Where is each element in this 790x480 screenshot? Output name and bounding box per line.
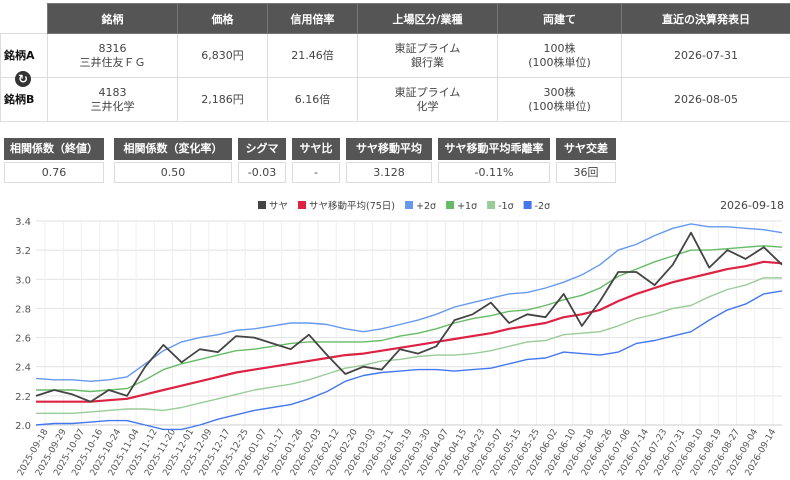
stat-label: サヤ比 [292,138,340,160]
stock-code: 4183 [98,85,127,99]
earnings-date-cell: 2026-07-31 [621,33,790,78]
series-line [36,260,783,403]
stat-value: 3.128 [346,162,432,183]
stock-cell[interactable]: 8316 三井住友ＦＧ [47,33,178,78]
chart-legend: サヤ サヤ移動平均(75日) +2σ +1σ -1σ -2σ [258,200,550,212]
stat-spread-ma-deviation: サヤ移動平均乖離率 -0.11% [438,138,550,183]
legend-swatch [487,201,496,209]
chart-grid [36,220,782,426]
header-cell: 上場区分/業種 [357,3,498,34]
legend-swatch [298,201,307,209]
market-cell: 東証プライム 銀行業 [357,33,498,78]
y-tick-label: 2.6 [15,334,31,345]
earnings-date-cell: 2026-08-05 [621,77,790,122]
stat-value: 0.76 [4,162,104,183]
series-line [36,277,782,415]
y-tick-label: 3.4 [15,217,31,228]
sector-label: 銀行業 [411,55,444,69]
header-cell: 直近の決算発表日 [621,3,790,34]
y-tick-label: 2.8 [15,304,31,315]
stat-value: 36回 [556,162,616,183]
legend-label: +1σ [457,201,477,212]
spread-chart: 2.0 2.2 2.4 2.6 2.8 3.0 3.2 3.4 2025-09-182025-… [15,200,783,478]
legend-swatch [446,201,455,209]
stat-label: 相関係数（変化率） [114,138,232,160]
y-tick-label: 2.4 [15,363,31,374]
header-cell: 価格 [177,3,268,34]
header-cell: 両建て [497,3,622,34]
price-cell: 6,830円 [177,33,268,78]
legend-label: -2σ [535,201,551,212]
series-line [35,223,783,383]
table-header-row: 銘柄 価格 信用倍率 上場区分/業種 両建て 直近の決算発表日 [0,3,790,34]
stat-label: サヤ移動平均乖離率 [438,138,550,160]
legend-swatch [523,201,532,209]
legend-label: -1σ [498,201,514,212]
sector-label: 化学 [416,99,439,113]
market-cell: 東証プライム 化学 [357,77,498,122]
stat-sigma: シグマ -0.03 [238,138,286,183]
stat-correlation-change: 相関係数（変化率） 0.50 [114,138,232,183]
header-cell: 銘柄 [47,3,178,34]
stat-value: - [292,162,340,183]
y-tick-label: 2.2 [15,392,31,403]
market-label: 東証プライム [394,85,461,99]
legend-label: +2σ [416,201,436,212]
legend-swatch [405,201,414,209]
header-cell: 信用倍率 [267,3,358,34]
hedge-unit: (100株単位) [528,55,591,69]
hedge-unit: (100株単位) [528,99,591,113]
legend-swatch [258,201,266,209]
series-line [36,245,783,393]
hedge-shares: 300株 [543,85,576,99]
price-cell: 2,186円 [177,77,268,122]
stat-spread-ratio: サヤ比 - [292,138,340,183]
stat-label: サヤ交差 [556,138,616,160]
legend-label: サヤ移動平均(75日) [309,200,395,212]
y-tick-label: 2.0 [15,421,31,432]
hedge-cell: 300株 (100株単位) [497,77,622,122]
stat-value: 0.50 [114,162,232,183]
swap-icon[interactable]: ↻ [15,71,31,87]
stat-value: -0.03 [238,162,286,183]
stat-label: シグマ [238,138,286,160]
x-axis: 2025-09-182025-09-292025-10-072025-10-16… [16,427,779,478]
side-label: 銘柄A [0,33,48,78]
stock-cell[interactable]: 4183 三井化学 [47,77,178,122]
y-tick-label: 3.0 [15,275,31,286]
series-line [35,231,783,403]
stat-label: サヤ移動平均 [346,138,432,160]
stat-value: -0.11% [438,162,550,183]
stat-spread-crossings: サヤ交差 36回 [556,138,616,183]
stock-code: 8316 [98,41,127,55]
y-axis: 2.0 2.2 2.4 2.6 2.8 3.0 3.2 3.4 [15,217,31,432]
margin-ratio-cell: 6.16倍 [267,77,358,122]
stock-name: 三井化学 [90,99,135,113]
stat-label: 相関係数（終値） [4,138,104,160]
table-row: 銘柄A 8316 三井住友ＦＧ 6,830円 21.46倍 東証プライム 銀行業 1… [0,33,790,78]
stat-spread-ma: サヤ移動平均 3.128 [346,138,432,183]
pair-table: 銘柄 価格 信用倍率 上場区分/業種 両建て 直近の決算発表日 銘柄A 8316… [0,3,790,122]
header-corner [0,3,48,34]
hedge-cell: 100株 (100株単位) [497,33,622,78]
legend-label: サヤ [269,201,288,212]
series-line [35,290,783,431]
market-label: 東証プライム [394,41,461,55]
margin-ratio-cell: 21.46倍 [267,33,358,78]
hedge-shares: 100株 [543,41,576,55]
y-tick-label: 3.2 [15,246,31,257]
table-row: 銘柄B 4183 三井化学 2,186円 6.16倍 東証プライム 化学 300株(… [0,77,790,122]
stat-correlation-close: 相関係数（終値） 0.76 [4,138,104,183]
stock-name: 三井住友ＦＧ [79,55,146,69]
chart-series [35,223,783,431]
chart-date: 2026-09-18 [720,199,784,212]
